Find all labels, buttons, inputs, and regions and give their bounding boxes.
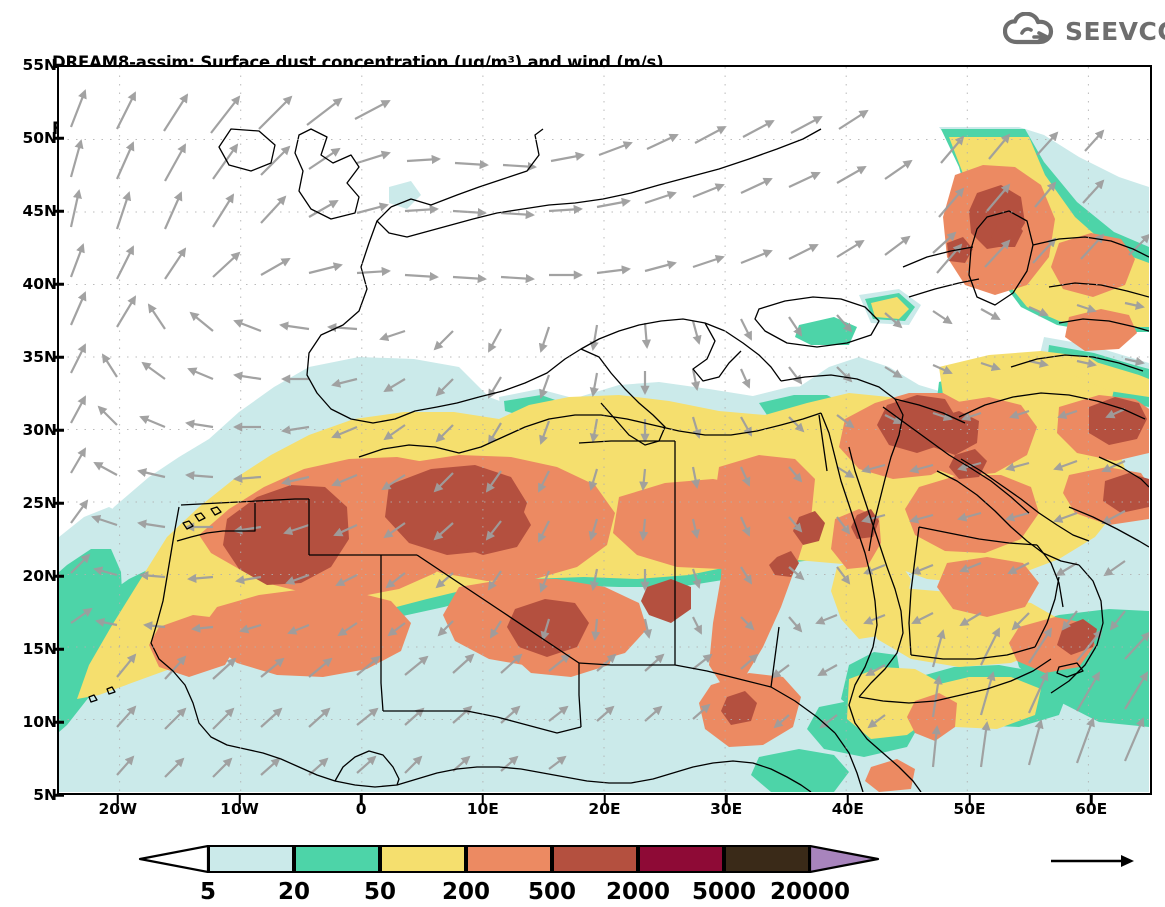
xtick-label-0: 0 (355, 800, 367, 818)
colorbar-tick-2000: 2000 (605, 879, 671, 905)
colorbar-cell-7 (724, 845, 810, 873)
wind-scale-reference: 20 (1035, 850, 1145, 890)
ytick-mark-50N (55, 136, 64, 140)
colorbar-tick-20000: 20000 (769, 879, 851, 905)
colorbar-tick-20: 20 (277, 879, 311, 905)
map-coastlines-and-borders (88, 128, 1149, 792)
xtick-label-20W: 20W (98, 800, 138, 818)
ytick-label-20N: 20N (22, 567, 57, 585)
xtick-mark-20E (603, 795, 606, 804)
seevccc-logo: SEEVCCC (1002, 11, 1165, 52)
colorbar-tick-200: 200 (441, 879, 491, 905)
xtick-label-30E: 30E (710, 800, 743, 818)
ytick-label-5N: 5N (33, 786, 57, 804)
ytick-mark-30N (55, 428, 64, 432)
ytick-mark-55N (55, 63, 64, 67)
colorbar-cells: 5 20 50 200 500 2000 5000 20000 (138, 845, 896, 905)
ytick-label-50N: 50N (22, 129, 57, 147)
header: DREAM8-assim: Surface dust concentration… (0, 0, 1165, 138)
xtick-mark-60E (1089, 795, 1093, 804)
xtick-label-60E: 60E (1075, 800, 1108, 818)
colorbar-cell-2 (294, 845, 380, 873)
ytick-mark-40N (55, 282, 64, 286)
colorbar-tick-5000: 5000 (691, 879, 757, 905)
colorbar-legend: 5 20 50 200 500 2000 5000 20000 20 (0, 840, 1165, 907)
xtick-mark-30E (724, 795, 728, 804)
ytick-mark-10N (55, 720, 64, 724)
colorbar-cell-3 (380, 845, 466, 873)
ytick-mark-25N (55, 501, 64, 505)
xtick-mark-10W (238, 795, 241, 804)
colorbar-cell-6 (638, 845, 724, 873)
ytick-mark-35N (55, 355, 64, 359)
xtick-mark-40E (846, 795, 850, 804)
ytick-label-30N: 30N (22, 421, 57, 439)
ytick-mark-5N (55, 793, 64, 797)
colorbar-cell-1 (208, 845, 294, 873)
cloud-icon (1002, 11, 1054, 45)
ytick-mark-20N (55, 574, 64, 578)
ytick-label-45N: 45N (22, 202, 57, 220)
xtick-mark-10E (481, 795, 485, 804)
xtick-label-10W: 10W (220, 800, 259, 818)
xtick-mark-0 (359, 795, 363, 804)
xtick-mark-20W (116, 795, 120, 804)
xtick-label-20E: 20E (588, 800, 621, 818)
xtick-label-10E: 10E (466, 800, 499, 818)
colorbar-under-arrow (138, 845, 208, 873)
colorbar-cell-5 (552, 845, 638, 873)
ytick-label-25N: 25N (22, 494, 57, 512)
xtick-label-50E: 50E (953, 800, 986, 818)
xtick-label-40E: 40E (831, 800, 864, 818)
colorbar-over-arrow (810, 845, 880, 873)
colorbar-cell-4 (466, 845, 552, 873)
ytick-label-10N: 10N (22, 713, 57, 731)
ytick-mark-45N (55, 209, 64, 213)
ytick-label-40N: 40N (22, 275, 57, 293)
map-gridlines (59, 67, 1149, 792)
colorbar-tick-50: 50 (363, 879, 397, 905)
ytick-label-35N: 35N (22, 348, 57, 366)
dust-concentration-map (59, 67, 1149, 792)
xtick-mark-50E (968, 795, 971, 804)
logo-text: SEEVCCC (1065, 17, 1165, 46)
colorbar-tick-500: 500 (527, 879, 577, 905)
map-plot-area (57, 65, 1152, 795)
wind-vector-field (69, 89, 1149, 778)
ytick-mark-15N (55, 647, 64, 651)
ytick-label-15N: 15N (22, 640, 57, 658)
ytick-label-55N: 55N (22, 56, 57, 74)
colorbar-tick-5: 5 (199, 879, 217, 905)
